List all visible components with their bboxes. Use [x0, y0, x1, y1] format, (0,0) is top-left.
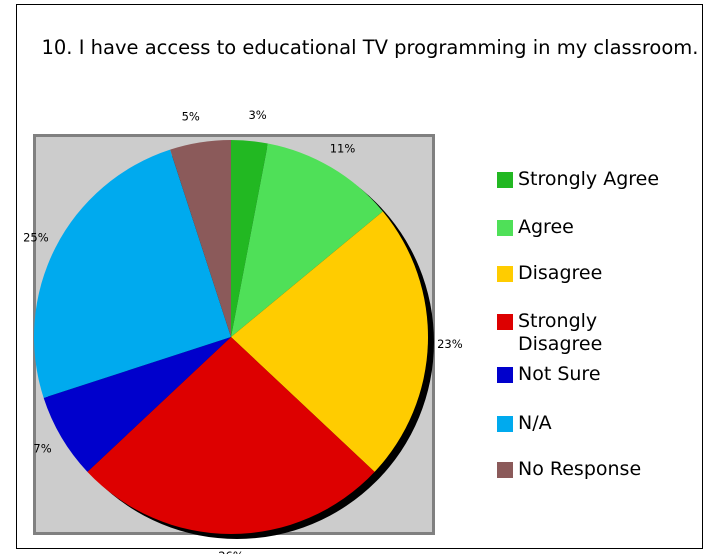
pie-label-disagree: 23% [437, 337, 463, 351]
legend-label: No Response [518, 458, 642, 480]
pie-slice-not-sure [43, 337, 231, 472]
pie-label-not-sure: 7% [33, 442, 51, 456]
pie-labels: 3% 11% 23% 26% 7% 25% 5% [23, 108, 463, 554]
pie-slice-strongly-agree [231, 140, 268, 337]
legend-swatch [497, 172, 513, 188]
pie-slice-n-a [33, 149, 232, 398]
pie-label-agree: 11% [330, 142, 356, 156]
pie-slice-no-response [170, 140, 231, 337]
pie-slice-agree [231, 143, 383, 337]
legend-item-not-sure: Not Sure [497, 363, 668, 386]
legend-swatch [497, 220, 513, 236]
pie-label-strongly-agree: 3% [248, 108, 266, 122]
legend-label: Agree [518, 216, 574, 238]
legend-item-strongly-agree: Strongly Agree [497, 168, 668, 191]
legend-label: Not Sure [518, 363, 601, 385]
pie-label-no-response: 5% [182, 110, 200, 124]
legend-item-strongly-disagree: Strongly Disagree [497, 310, 668, 356]
legend-label: Strongly Agree [518, 168, 660, 190]
legend-swatch [497, 367, 513, 383]
chart-title: 10. I have access to educational TV prog… [41, 36, 699, 59]
legend-swatch [497, 416, 513, 432]
legend-swatch [497, 314, 513, 330]
legend-label: Strongly Disagree [518, 310, 603, 355]
legend-item-disagree: Disagree [497, 262, 668, 285]
pie-slice-disagree [231, 211, 429, 472]
pie-label-strongly-disagree: 26% [218, 549, 244, 554]
legend-item-agree: Agree [497, 216, 668, 239]
legend-item-n-a: N/A [497, 412, 668, 435]
pie-slice-strongly-disagree [87, 337, 375, 535]
legend-label: Disagree [518, 262, 603, 284]
legend-label: N/A [518, 412, 552, 434]
pie-label-n-a: 25% [23, 231, 49, 245]
pie-slices [33, 140, 429, 535]
legend-swatch [497, 462, 513, 478]
legend-item-no-response: No Response [497, 458, 668, 481]
legend-swatch [497, 266, 513, 282]
